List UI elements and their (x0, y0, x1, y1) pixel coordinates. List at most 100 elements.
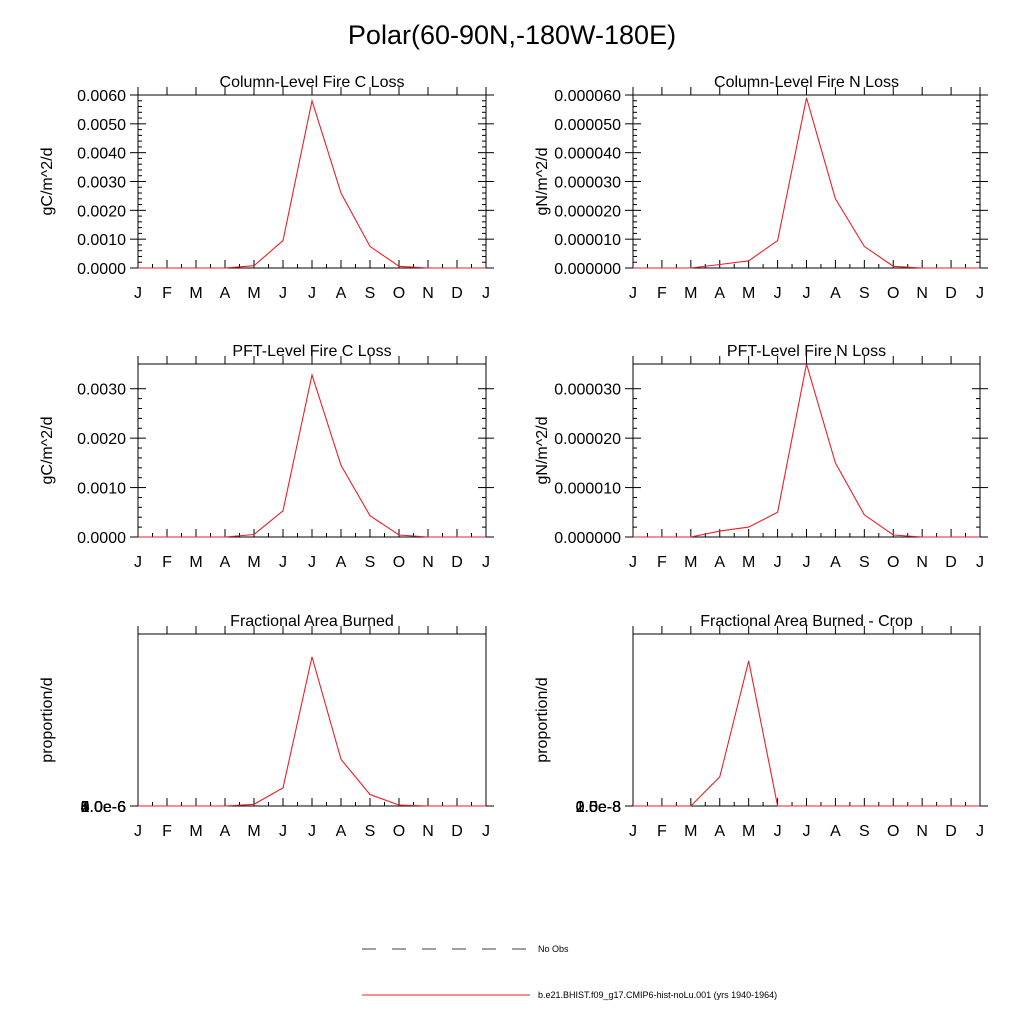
x-tick-label: J (803, 554, 811, 571)
x-tick-label: J (308, 823, 316, 840)
x-tick-label: O (887, 554, 899, 571)
x-tick-label: A (336, 285, 347, 302)
x-tick-label: J (134, 554, 142, 571)
x-tick-label: A (714, 554, 725, 571)
series-line-1 (633, 97, 980, 269)
x-tick-label: N (916, 285, 928, 302)
y-tick-label: 0.0000 (77, 261, 126, 278)
x-tick-label: J (803, 285, 811, 302)
x-tick-label: J (629, 285, 637, 302)
y-tick-label: 0.0e-6 (81, 799, 126, 816)
chart-title: PFT-Level Fire N Loss (727, 343, 886, 360)
plot-frame (137, 633, 487, 807)
y-axis-label: gC/m^2/d (39, 417, 56, 485)
x-tick-label: O (887, 285, 899, 302)
y-tick-label: 0.0020 (77, 203, 126, 220)
x-tick-label: N (422, 823, 434, 840)
y-tick-label: 4.0e-6 (81, 799, 126, 816)
x-tick-label: A (336, 554, 347, 571)
y-tick-label: 0.5e-8 (576, 799, 621, 816)
x-tick-label: A (830, 823, 841, 840)
x-tick-label: J (279, 554, 287, 571)
x-tick-label: F (162, 823, 172, 840)
legend-model-line (362, 994, 530, 996)
series-line-1 (138, 372, 486, 538)
x-tick-label: O (887, 823, 899, 840)
x-tick-label: S (859, 285, 870, 302)
x-tick-label: M (189, 823, 202, 840)
x-tick-label: M (684, 554, 697, 571)
y-axis-label: gC/m^2/d (39, 148, 56, 216)
series-line-1 (633, 660, 980, 807)
y-tick-label: 2.0e-6 (81, 799, 126, 816)
y-tick-label: 0.000000 (554, 261, 621, 278)
y-tick-label: 0.0020 (77, 431, 126, 448)
y-axis-label: gN/m^2/d (534, 417, 551, 485)
x-tick-label: O (393, 285, 405, 302)
y-tick-label: 5.0e-6 (81, 799, 126, 816)
plot-frame (632, 633, 981, 807)
x-tick-label: O (393, 554, 405, 571)
x-tick-label: F (657, 285, 667, 302)
plot-frame (137, 94, 487, 269)
x-tick-label: D (451, 823, 463, 840)
x-tick-label: A (220, 285, 231, 302)
y-tick-label: 0.000030 (554, 382, 621, 399)
plot-frame (137, 363, 487, 538)
x-tick-label: J (308, 285, 316, 302)
x-tick-label: M (189, 285, 202, 302)
plot-frame (632, 94, 981, 269)
x-tick-label: M (247, 823, 260, 840)
y-tick-label: 1.0e-6 (81, 799, 126, 816)
x-tick-label: O (393, 823, 405, 840)
x-tick-label: J (134, 285, 142, 302)
x-tick-label: J (774, 823, 782, 840)
x-tick-label: J (976, 554, 984, 571)
x-tick-label: D (451, 554, 463, 571)
x-tick-label: M (684, 285, 697, 302)
x-tick-label: F (162, 554, 172, 571)
x-tick-label: S (859, 554, 870, 571)
y-tick-label: 0.0030 (77, 382, 126, 399)
x-tick-label: J (629, 823, 637, 840)
y-tick-label: 0.0010 (77, 481, 126, 498)
legend-obs-label: No Obs (538, 944, 569, 954)
x-tick-label: D (945, 285, 957, 302)
x-tick-label: J (482, 554, 490, 571)
y-tick-label: 0.000020 (554, 431, 621, 448)
series-line-1 (138, 656, 486, 807)
y-tick-label: 2.0e-8 (576, 799, 621, 816)
x-tick-label: D (945, 823, 957, 840)
y-tick-label: 0.0030 (77, 175, 126, 192)
x-tick-label: D (451, 285, 463, 302)
series-line-1 (633, 363, 980, 538)
x-tick-label: N (916, 554, 928, 571)
y-tick-label: 0.000010 (554, 481, 621, 498)
y-tick-label: 3.0e-6 (81, 799, 126, 816)
x-tick-label: J (976, 285, 984, 302)
x-tick-label: N (422, 285, 434, 302)
x-tick-label: J (629, 554, 637, 571)
legend-model-label: b.e21.BHIST.f09_g17.CMIP6-hist-noLu.001 … (538, 990, 778, 1000)
x-tick-label: J (134, 823, 142, 840)
x-tick-label: M (189, 554, 202, 571)
x-tick-label: J (482, 285, 490, 302)
x-tick-label: F (657, 823, 667, 840)
y-tick-label: 0.000020 (554, 203, 621, 220)
chart-title: PFT-Level Fire C Loss (232, 343, 391, 360)
x-tick-label: A (830, 554, 841, 571)
x-tick-label: A (220, 823, 231, 840)
chart-title: Fractional Area Burned (230, 613, 394, 630)
chart-panel-6: Fractional Area Burned - Crop proportion/… (534, 613, 988, 840)
y-tick-label: 1.0e-8 (576, 799, 621, 816)
x-tick-label: M (742, 823, 755, 840)
x-tick-label: J (482, 823, 490, 840)
x-tick-label: N (422, 554, 434, 571)
y-tick-label: 2.5e-8 (576, 799, 621, 816)
y-tick-label: 0.0010 (77, 232, 126, 249)
y-tick-label: 0.000010 (554, 232, 621, 249)
